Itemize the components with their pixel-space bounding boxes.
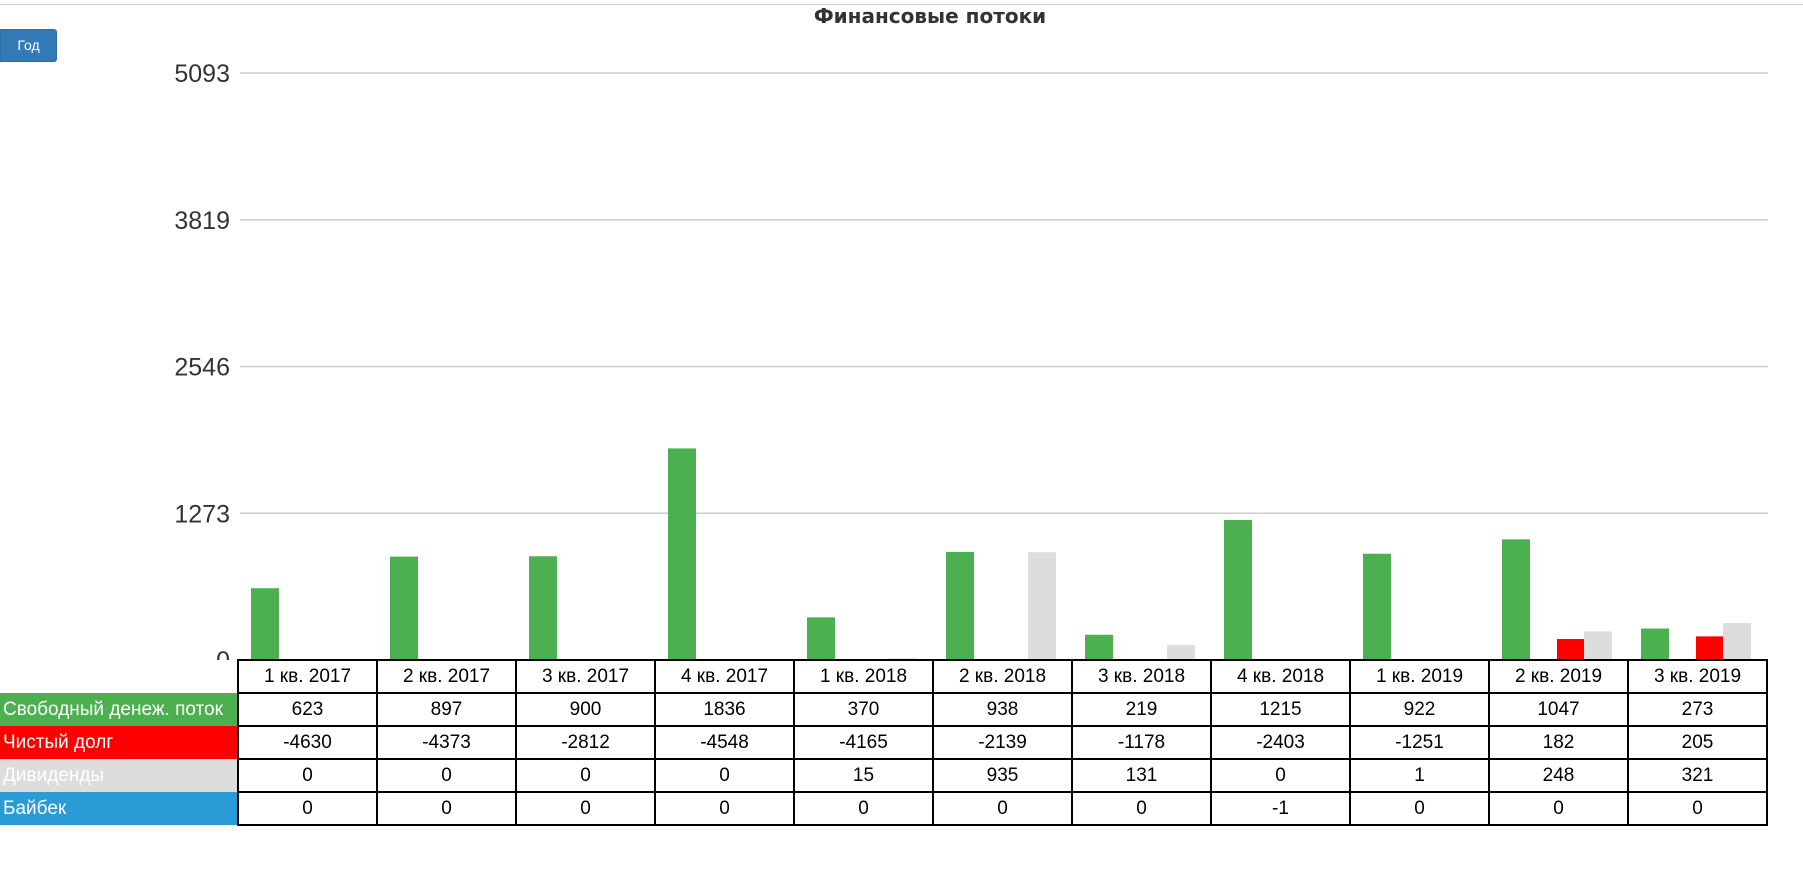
x-tick-label: 2 кв. 2018 (932, 659, 1073, 694)
data-label: 0 (1488, 791, 1629, 826)
data-label: 1215 (1210, 692, 1351, 727)
data-label: 900 (515, 692, 656, 727)
y-tick-label: 2546 (174, 354, 230, 382)
bar (1167, 644, 1195, 660)
year-button[interactable]: Год (0, 29, 57, 62)
bar (1557, 639, 1585, 660)
table-row: Чистый долг -4630 -4373 -2812 -4548 -4165 -213… (0, 725, 1768, 760)
data-label: 897 (376, 692, 517, 727)
x-tick-label: 3 кв. 2019 (1627, 659, 1768, 694)
y-tick-label: 1273 (174, 500, 230, 528)
data-label: 182 (1488, 725, 1629, 760)
data-label: 370 (793, 692, 934, 727)
data-label: -1 (1210, 791, 1351, 826)
series-label: Свободный денеж. поток (0, 693, 238, 726)
series-label: Чистый долг (0, 726, 238, 759)
bar (1085, 634, 1113, 660)
bar-chart: 0 1273 2546 3819 5093 (174, 60, 1768, 660)
x-tick-label: 3 кв. 2018 (1071, 659, 1212, 694)
table-corner (0, 660, 238, 693)
data-label: 935 (932, 758, 1073, 793)
data-label: 248 (1488, 758, 1629, 793)
chart-title: Финансовые потоки (813, 4, 1047, 28)
data-label: -1178 (1071, 725, 1212, 760)
bar (1696, 636, 1724, 660)
data-label: 0 (1071, 791, 1212, 826)
x-tick-label: 4 кв. 2017 (654, 659, 795, 694)
table-row: Байбек 0 0 0 0 0 0 0 -1 0 0 0 (0, 791, 1768, 826)
x-tick-label: 1 кв. 2019 (1349, 659, 1490, 694)
top-divider (0, 4, 1803, 5)
data-label: -4373 (376, 725, 517, 760)
bar (251, 588, 279, 660)
x-tick-label: 4 кв. 2018 (1210, 659, 1351, 694)
data-label: 273 (1627, 692, 1768, 727)
table-row: Свободный денеж. поток 623 897 900 1836 370 93… (0, 692, 1768, 727)
data-label: 0 (237, 791, 378, 826)
data-label: 205 (1627, 725, 1768, 760)
data-label: 938 (932, 692, 1073, 727)
series-label: Байбек (0, 792, 238, 825)
data-label: 1836 (654, 692, 795, 727)
bar (1363, 553, 1391, 660)
data-label: 1 (1349, 758, 1490, 793)
y-tick-label: 0 (216, 647, 230, 660)
data-label: -2403 (1210, 725, 1351, 760)
data-label: -4630 (237, 725, 378, 760)
bar (1584, 631, 1612, 660)
data-label: -2812 (515, 725, 656, 760)
data-label: -4165 (793, 725, 934, 760)
data-label: 0 (793, 791, 934, 826)
data-label: 0 (654, 758, 795, 793)
data-label: 131 (1071, 758, 1212, 793)
bar (946, 551, 974, 660)
bar (390, 556, 418, 660)
bar (668, 448, 696, 660)
data-label: 0 (237, 758, 378, 793)
data-label: 0 (932, 791, 1073, 826)
bar (1723, 623, 1751, 660)
data-label: -2139 (932, 725, 1073, 760)
data-label: 0 (515, 791, 656, 826)
x-tick-label: 2 кв. 2019 (1488, 659, 1629, 694)
data-label: 1047 (1488, 692, 1629, 727)
data-label: 321 (1627, 758, 1768, 793)
y-tick-label: 3819 (174, 207, 230, 235)
bar (1224, 519, 1252, 660)
x-tick-label: 1 кв. 2017 (237, 659, 378, 694)
bar (529, 556, 557, 660)
x-tick-label: 2 кв. 2017 (376, 659, 517, 694)
bar (1502, 539, 1530, 660)
bar (807, 617, 835, 660)
x-tick-label: 3 кв. 2017 (515, 659, 656, 694)
data-label: 0 (376, 791, 517, 826)
bar (1028, 552, 1056, 660)
data-label: 0 (1349, 791, 1490, 826)
data-label: 0 (1627, 791, 1768, 826)
bar (1641, 628, 1669, 660)
x-tick-label: 1 кв. 2018 (793, 659, 934, 694)
data-label: 0 (1210, 758, 1351, 793)
data-label: 0 (376, 758, 517, 793)
data-label: -4548 (654, 725, 795, 760)
data-label: -1251 (1349, 725, 1490, 760)
data-label: 623 (237, 692, 378, 727)
data-label: 0 (654, 791, 795, 826)
series-label: Дивиденды (0, 759, 238, 792)
data-label: 922 (1349, 692, 1490, 727)
data-label: 15 (793, 758, 934, 793)
table-header-row: 1 кв. 2017 2 кв. 2017 3 кв. 2017 4 кв. 2017… (0, 659, 1768, 694)
data-label: 0 (515, 758, 656, 793)
table-row: Дивиденды 0 0 0 0 15 935 131 0 1 248 321 (0, 758, 1768, 793)
data-table: 1 кв. 2017 2 кв. 2017 3 кв. 2017 4 кв. 2017… (0, 659, 1768, 826)
y-tick-label: 5093 (174, 60, 230, 88)
data-label: 219 (1071, 692, 1212, 727)
